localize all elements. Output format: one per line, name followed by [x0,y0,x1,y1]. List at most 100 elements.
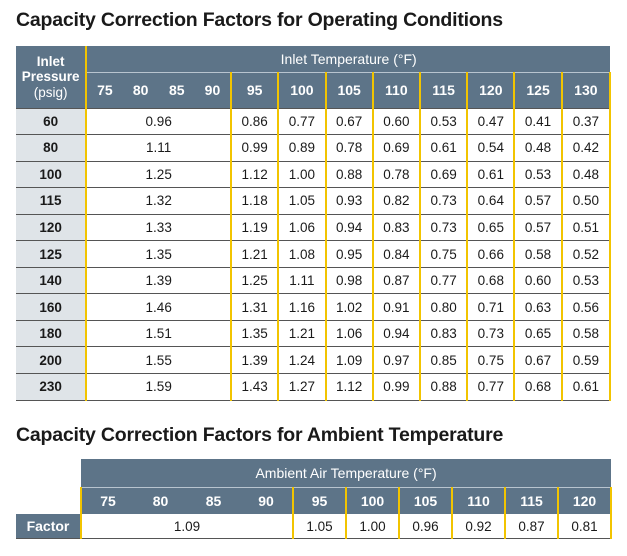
pressure-cell: 140 [16,267,88,295]
table-row: 160 1.46 1.31 1.16 1.02 0.91 0.80 0.71 0.63 0.56 [16,293,612,321]
ambient-low-temp-factor-cell: 1.09 [81,514,294,539]
factor-cell: 1.05 [278,187,327,215]
ambient-temp-105: 105 [399,487,453,514]
factor-cell: 0.48 [561,161,612,189]
factor-cell: 1.24 [278,346,327,374]
factor-cell: 1.25 [231,267,280,295]
factor-cell: 1.11 [278,267,327,295]
factor-cell: 0.78 [372,161,421,189]
ambient-temp-110: 110 [452,487,506,514]
factor-cell: 1.31 [231,293,280,321]
factor-cell: 1.02 [325,293,374,321]
factor-cell: 0.48 [514,134,563,162]
operating-conditions-title: Capacity Correction Factors for Operatin… [16,9,503,31]
pressure-cell: 180 [16,320,88,348]
factor-cell: 0.57 [514,187,563,215]
factor-cell: 0.94 [372,320,421,348]
ambient-factor-cell: 1.05 [293,514,347,539]
factor-cell: 0.69 [419,161,469,189]
factor-cell: 1.12 [325,373,374,401]
factor-cell: 0.88 [325,161,374,189]
inlet-temp-85: 85 [158,72,195,108]
factor-cell: 0.52 [561,240,612,268]
inlet-temp-130: 130 [561,72,612,108]
ambient-temperature-title: Capacity Correction Factors for Ambient … [16,424,504,446]
factor-cell: 0.93 [325,187,374,215]
pressure-cell: 230 [16,373,88,401]
factor-cell: 0.41 [514,107,563,136]
factor-cell: 0.60 [372,107,421,136]
factor-cell: 0.69 [372,134,421,162]
factor-cell: 0.65 [514,320,563,348]
factor-cell: 0.73 [419,187,469,215]
factor-cell: 0.94 [325,214,374,242]
low-temp-factor-cell: 1.55 [86,346,233,374]
factor-cell: 0.73 [467,320,516,348]
factor-cell: 1.00 [278,161,327,189]
factor-cell: 0.75 [419,240,469,268]
factor-cell: 1.19 [231,214,280,242]
pressure-cell: 60 [16,107,88,136]
ambient-air-temperature-header: Ambient Air Temperature (°F) [81,459,612,488]
table-row: 140 1.39 1.25 1.11 0.98 0.87 0.77 0.68 0.60 0.53 [16,267,612,295]
factor-cell: 0.60 [514,267,563,295]
inlet-temp-105: 105 [325,72,374,108]
ambient-temp-120: 120 [558,487,613,514]
ambient-temp-85: 85 [187,487,240,514]
factor-cell: 0.97 [372,346,421,374]
ambient-temp-80: 80 [134,487,187,514]
inlet-temp-100: 100 [278,72,327,108]
factor-cell: 0.88 [419,373,469,401]
low-temp-factor-cell: 1.35 [86,240,233,268]
factor-cell: 0.58 [514,240,563,268]
inlet-temp-115: 115 [419,72,469,108]
factor-cell: 0.67 [514,346,563,374]
table-row: 180 1.51 1.35 1.21 1.06 0.94 0.83 0.73 0.65 0.58 [16,320,612,348]
factor-cell: 0.53 [561,267,612,295]
low-temp-factor-cell: 1.59 [86,373,233,401]
ambient-temperature-table: Ambient Air Temperature (°F) 75 80 85 90 95 1… [16,459,613,539]
ambient-factor-cell: 0.81 [558,514,613,539]
factor-cell: 0.37 [561,107,612,136]
factor-cell: 0.91 [372,293,421,321]
ambient-temp-115: 115 [505,487,559,514]
inlet-pressure-header: Inlet Pressure (psig) [16,46,88,108]
table-row: 100 1.25 1.12 1.00 0.88 0.78 0.69 0.61 0.53 0.48 [16,161,612,189]
factor-cell: 0.42 [561,134,612,162]
inlet-temp-75: 75 [86,72,123,108]
inlet-temp-125: 125 [514,72,563,108]
factor-cell: 0.61 [467,161,516,189]
factor-cell: 0.65 [467,214,516,242]
ambient-factor-cell: 1.00 [346,514,400,539]
factor-row-label: Factor [16,514,82,539]
table-row: 60 0.96 0.86 0.77 0.67 0.60 0.53 0.47 0.41 0.37 [16,107,612,136]
factor-cell: 0.99 [372,373,421,401]
factor-cell: 0.77 [278,107,327,136]
factor-cell: 1.35 [231,320,280,348]
ambient-temp-95: 95 [293,487,347,514]
ambient-temp-75: 75 [81,487,134,514]
factor-cell: 0.47 [467,107,516,136]
inlet-pressure-unit: (psig) [33,84,68,100]
factor-cell: 1.12 [231,161,280,189]
factor-cell: 0.57 [514,214,563,242]
factor-cell: 0.68 [514,373,563,401]
factor-cell: 1.06 [325,320,374,348]
factor-cell: 0.53 [514,161,563,189]
factor-cell: 1.39 [231,346,280,374]
low-temp-factor-cell: 1.11 [86,134,233,162]
factor-cell: 0.87 [372,267,421,295]
inlet-temperature-header: Inlet Temperature (°F) [86,46,610,73]
factor-cell: 0.71 [467,293,516,321]
factor-cell: 0.84 [372,240,421,268]
ambient-factor-cell: 0.87 [505,514,559,539]
low-temp-factor-cell: 1.39 [86,267,233,295]
table-row: 200 1.55 1.39 1.24 1.09 0.97 0.85 0.75 0.67 0.59 [16,346,612,374]
factor-cell: 0.73 [419,214,469,242]
factor-cell: 0.58 [561,320,612,348]
factor-cell: 0.99 [231,134,280,162]
ambient-factor-cell: 0.96 [399,514,453,539]
factor-cell: 1.27 [278,373,327,401]
inlet-temp-95: 95 [231,72,280,108]
pressure-cell: 115 [16,187,88,215]
